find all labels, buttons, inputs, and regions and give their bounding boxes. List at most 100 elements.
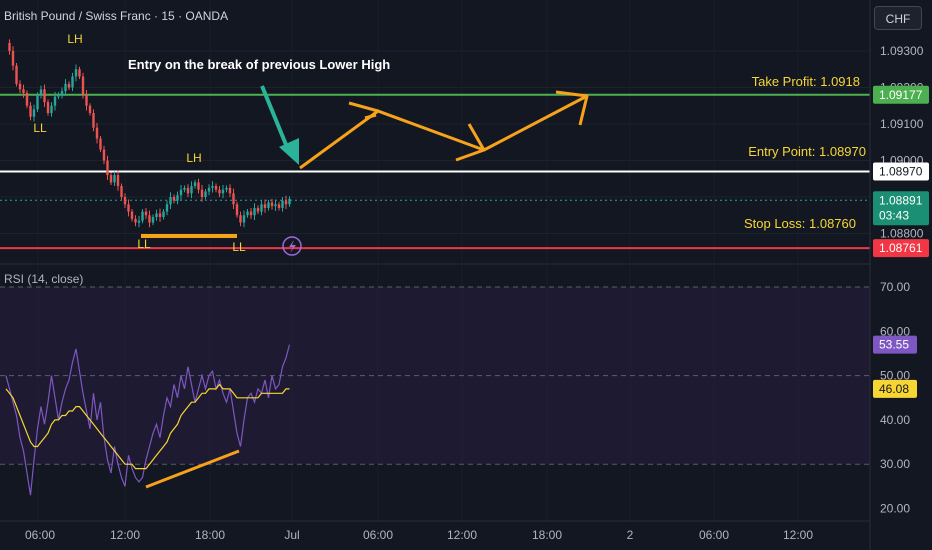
- candle-body: [207, 187, 211, 192]
- candle-body: [270, 202, 274, 207]
- price-tick: 1.09300: [880, 44, 924, 58]
- candle-body: [263, 204, 267, 208]
- candle-body: [155, 213, 158, 218]
- candle-body: [225, 187, 228, 190]
- swing-label: LL: [33, 121, 47, 135]
- candle-body: [148, 215, 151, 223]
- candle-body: [53, 96, 57, 106]
- candle-body: [186, 187, 190, 194]
- swing-label: LH: [186, 151, 201, 165]
- rsi-value-tag-bg: [873, 335, 917, 354]
- candle-body: [260, 204, 263, 212]
- rsi-tick: 70.00: [880, 280, 910, 294]
- annotation-drawings: Entry on the break of previous Lower Hig…: [33, 32, 866, 489]
- candle-body: [288, 198, 291, 205]
- swing-label: LL: [232, 240, 246, 254]
- candle-body: [99, 138, 102, 150]
- rsi-ma-tag: 46.08: [879, 382, 909, 396]
- time-tick: 06:00: [363, 528, 393, 542]
- candle-body: [172, 197, 176, 201]
- candle-body: [50, 105, 53, 114]
- candle-body: [267, 202, 270, 208]
- candle-body: [190, 186, 193, 194]
- candle-body: [81, 76, 85, 95]
- take-profit-tag: 1.09177: [879, 88, 923, 102]
- rsi-divergence-line: [145, 449, 240, 489]
- candle-body: [242, 215, 246, 223]
- candle-body: [193, 182, 197, 187]
- candle-body: [239, 215, 242, 223]
- time-tick: 2: [627, 528, 634, 542]
- price-axis[interactable]: 1.093001.092001.091001.090001.089001.088…: [873, 44, 929, 516]
- rsi-tick: 30.00: [880, 457, 910, 471]
- rsi-line: [5, 344, 291, 496]
- candle-body: [284, 200, 288, 205]
- candle-body: [92, 113, 95, 128]
- candle-body: [211, 186, 214, 188]
- entry-tag-bg: [873, 162, 929, 181]
- candle-body: [57, 94, 60, 97]
- time-tick: Jul: [284, 528, 299, 542]
- candle-body: [64, 83, 67, 92]
- candle-body: [200, 189, 204, 197]
- lightning-bolt-icon: [289, 240, 296, 253]
- candle-body: [221, 189, 225, 194]
- candle-body: [74, 69, 78, 77]
- projection-arrow-2-head: [455, 148, 485, 162]
- time-tick: 06:00: [25, 528, 55, 542]
- projection-arrow-3-head: [555, 90, 588, 98]
- rsi-title[interactable]: RSI (14, close): [4, 272, 84, 286]
- candle-body: [78, 69, 81, 77]
- candle-body: [71, 76, 74, 88]
- candle-body: [67, 83, 71, 88]
- time-axis[interactable]: 06:00 12:00 18:00 Jul 06:00 12:00 18:00 2 06:00 1…: [25, 528, 813, 542]
- candle-body: [179, 189, 183, 196]
- time-tick: 18:00: [195, 528, 225, 542]
- candle-body: [60, 91, 64, 95]
- candle-body: [176, 195, 179, 201]
- time-tick: 12:00: [447, 528, 477, 542]
- rsi-tick: 40.00: [880, 413, 910, 427]
- candle-body: [11, 51, 15, 66]
- candle-body: [197, 182, 200, 190]
- candle-body: [130, 211, 134, 219]
- candle-body: [214, 186, 218, 190]
- rsi-series: [5, 344, 291, 496]
- candle-body: [46, 102, 50, 114]
- candle-body: [106, 160, 109, 176]
- candle-body: [43, 89, 46, 103]
- candle-body: [113, 175, 116, 183]
- currency-button[interactable]: CHF: [874, 6, 922, 30]
- candlestick-series: [8, 39, 291, 228]
- time-tick: 12:00: [110, 528, 140, 542]
- candle-body: [137, 220, 141, 223]
- entry-point-label: Entry Point: 1.08970: [748, 144, 866, 159]
- price-tick: 1.09100: [880, 117, 924, 131]
- current-price-tag-bg: [873, 191, 929, 226]
- projection-arrow-1-head: [364, 113, 377, 120]
- swing-label: LL: [137, 237, 151, 251]
- countdown-tag: 03:43: [879, 208, 909, 222]
- candle-body: [158, 213, 162, 218]
- candle-body: [141, 211, 144, 221]
- candle-body: [162, 211, 165, 218]
- candle-body: [235, 204, 239, 216]
- ticker-title[interactable]: British Pound / Swiss Franc · 15 · OANDA: [4, 9, 229, 23]
- rsi-tick: 60.00: [880, 324, 910, 338]
- entry-pointer-arrow: [260, 85, 291, 153]
- candle-body: [95, 127, 99, 139]
- candle-body: [274, 204, 277, 207]
- swing-label: LH: [67, 32, 82, 46]
- candle-body: [123, 197, 127, 205]
- entry-pointer-arrowhead: [279, 138, 299, 165]
- entry-note: Entry on the break of previous Lower Hig…: [128, 57, 390, 72]
- price-tick: 1.08800: [880, 227, 924, 241]
- stop-loss-tag-bg: [873, 239, 929, 258]
- candle-body: [109, 175, 113, 183]
- candle-body: [22, 89, 25, 93]
- candle-body: [88, 105, 92, 114]
- entry-tag: 1.08970: [879, 164, 923, 178]
- stop-loss-label: Stop Loss: 1.08760: [744, 216, 856, 231]
- candle-body: [253, 207, 256, 216]
